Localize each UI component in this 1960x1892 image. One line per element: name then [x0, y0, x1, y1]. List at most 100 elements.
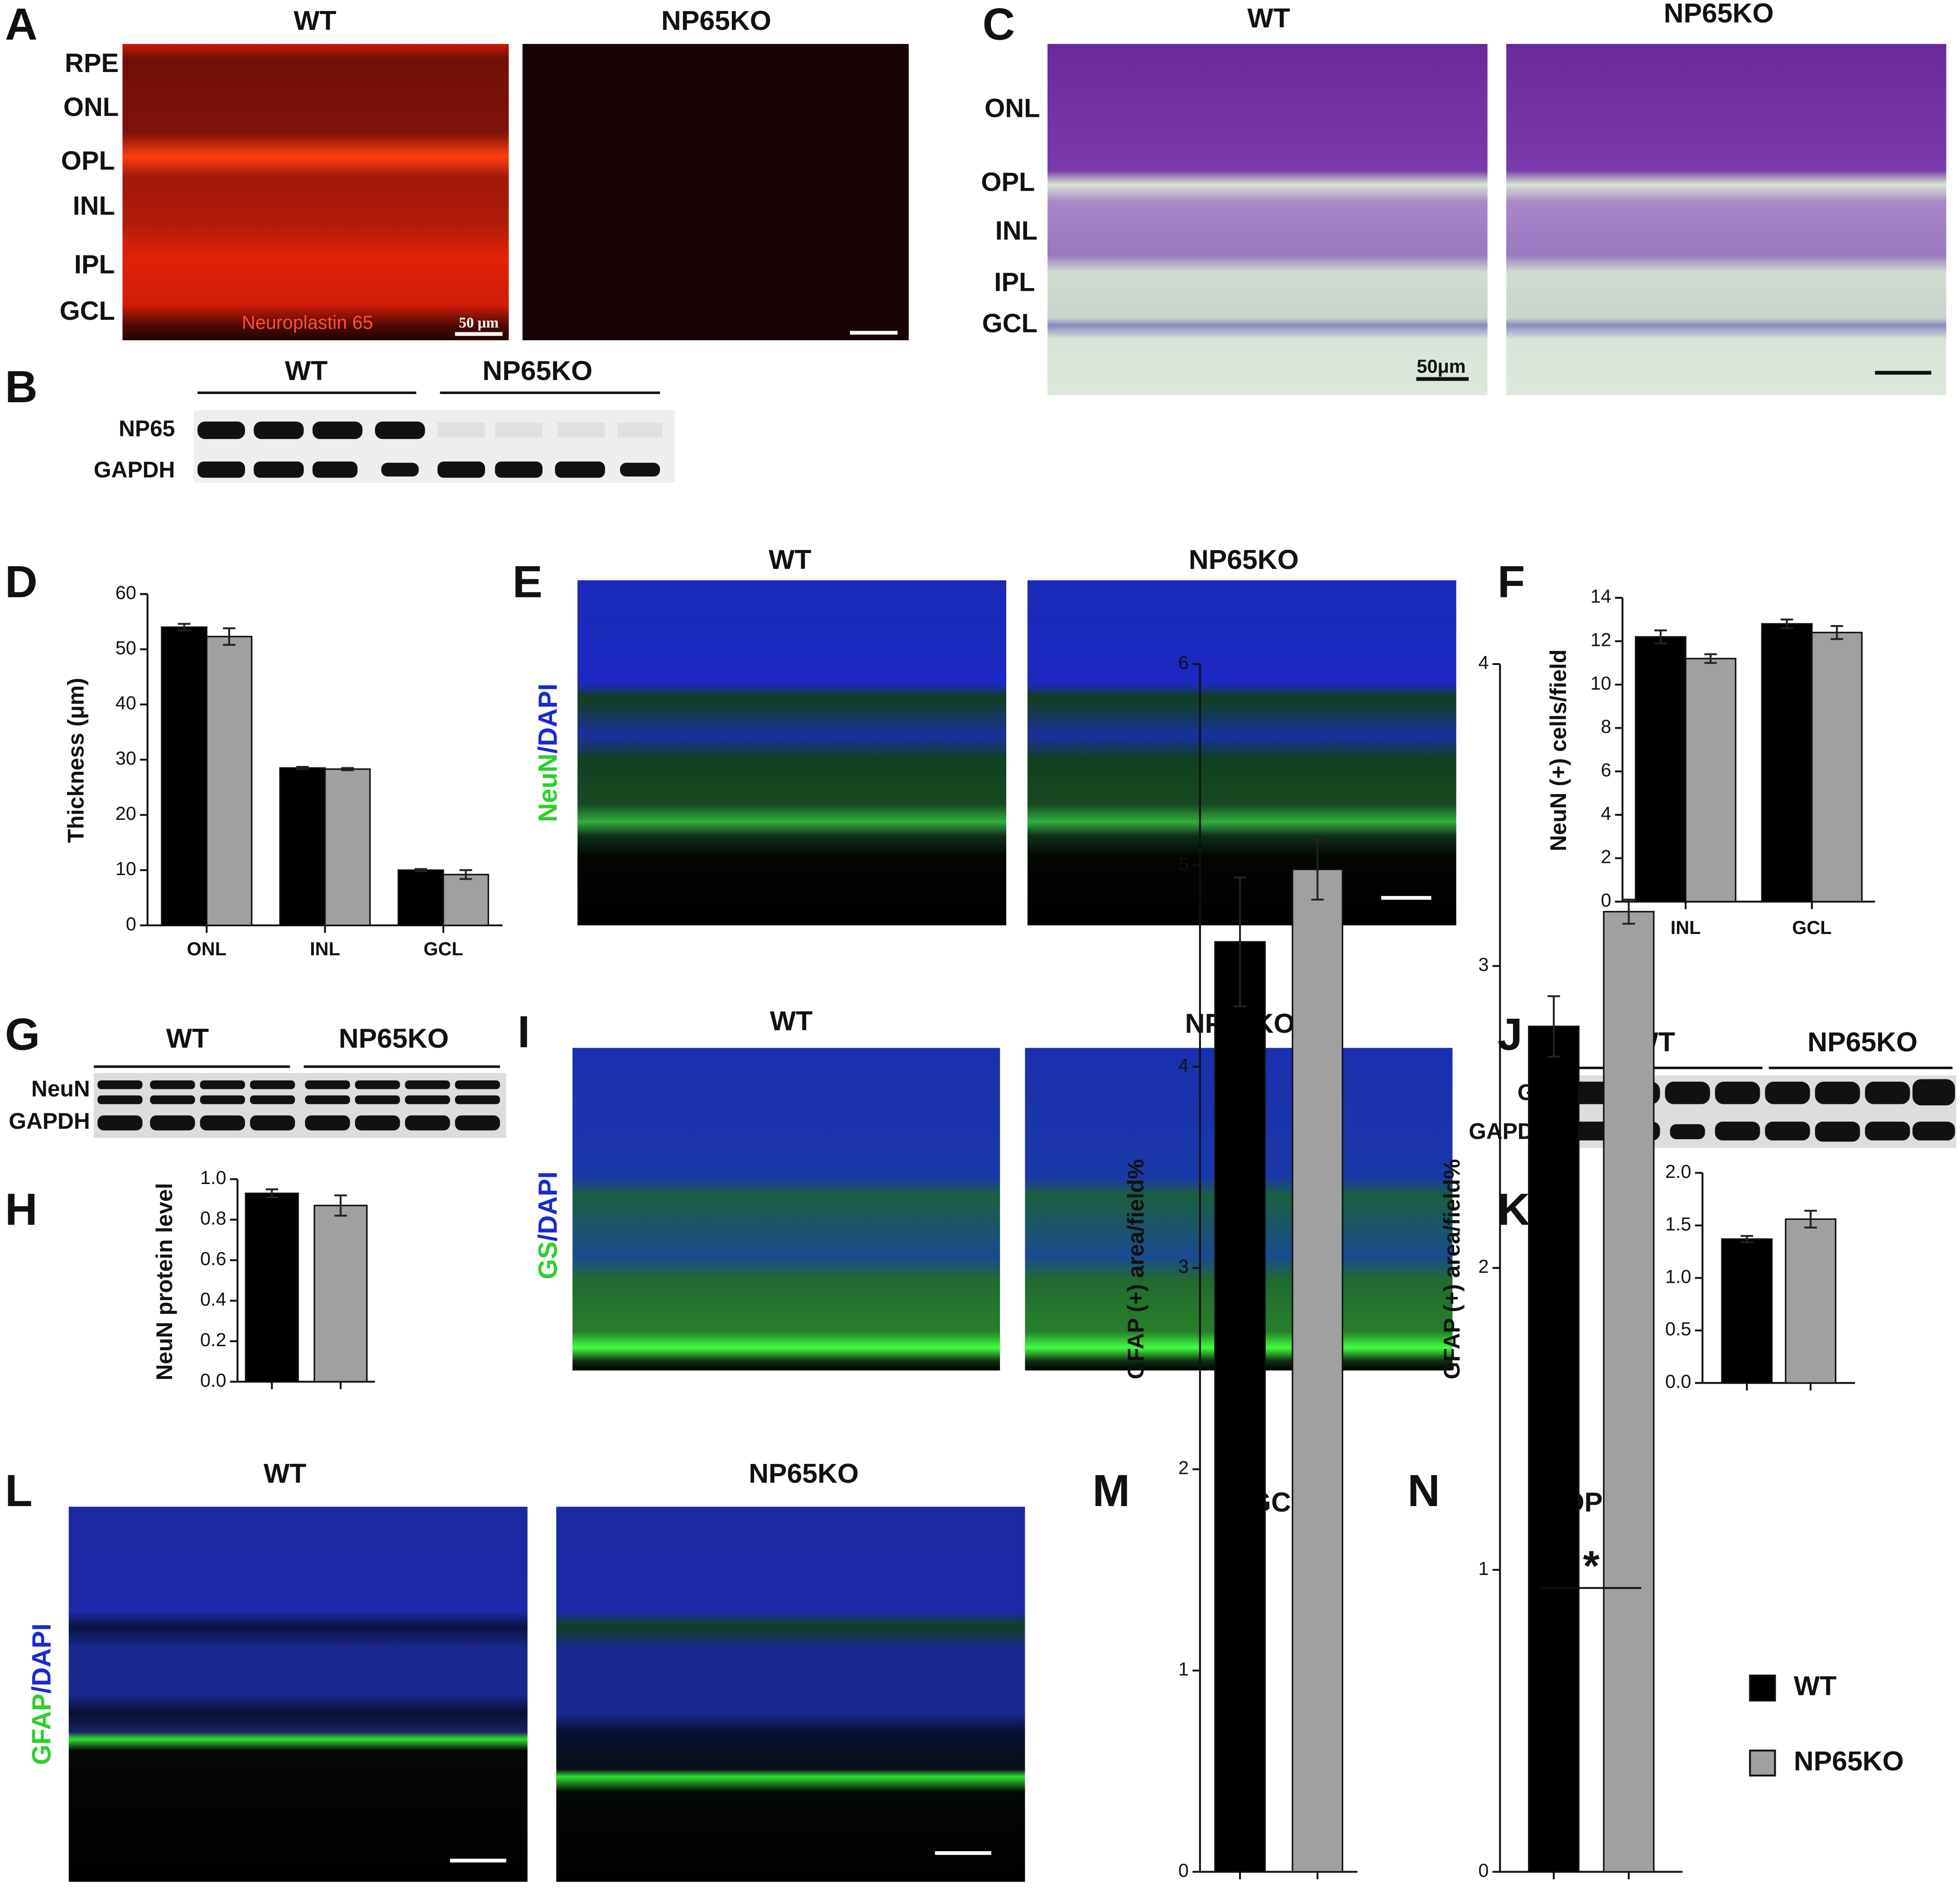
bar — [1528, 1025, 1580, 1873]
panel-letter: C — [983, 0, 1015, 49]
panel-c: WT NP65KO ONL OPL INL IPL GCL 50μm — [981, 0, 1946, 395]
group-label: WT — [1247, 3, 1290, 34]
error-bar — [1234, 876, 1246, 1007]
error-bar — [459, 869, 472, 880]
y-tick-label: 0.6 — [200, 1248, 226, 1269]
stain-part: GS — [534, 1242, 563, 1280]
layer-label: IPL — [994, 268, 1035, 297]
layer-label: OPL — [61, 147, 115, 176]
panel-letter: H — [5, 1184, 38, 1235]
layer-label: OPL — [981, 168, 1035, 197]
bar — [1214, 941, 1266, 1873]
panel-e: WT NP65KO NeuN/DAPI — [534, 544, 1456, 925]
error-bar — [1780, 618, 1793, 629]
y-tick-label: 0.4 — [200, 1289, 226, 1310]
y-axis-label: Thickness (μm) — [63, 678, 88, 842]
y-tick-label: 2 — [1478, 1256, 1489, 1277]
y-tick-label: 0.0 — [1665, 1371, 1691, 1392]
y-tick-label: 4 — [1178, 1055, 1189, 1076]
y-axis-label: GFAP (+) area/field% — [1439, 1159, 1465, 1379]
y-tick-label: 1 — [1178, 1659, 1189, 1680]
y-tick-label: 12 — [1590, 630, 1611, 650]
panel-letter: D — [5, 557, 38, 607]
layer-label: INL — [73, 192, 115, 221]
group-label: WT — [166, 1023, 209, 1054]
bar — [1635, 636, 1686, 903]
error-bar — [1654, 629, 1667, 645]
bar-chart: 0.0 0.2 0.4 0.6 0.8 1.0 NeuN protein level — [152, 1167, 375, 1391]
bar — [397, 869, 444, 926]
y-axis-label: NeuN (+) cells/field — [1546, 650, 1571, 852]
y-tick-label: 0.8 — [200, 1208, 226, 1229]
panel-letter: G — [5, 1010, 40, 1060]
group-label: NP65KO — [1189, 544, 1299, 575]
error-bar — [178, 623, 191, 632]
stain-part: GFAP — [28, 1694, 57, 1765]
y-tick-label: 6 — [1178, 652, 1189, 673]
faint-bands — [437, 423, 663, 438]
blot-bands — [197, 421, 660, 478]
blot-row-label: NP65 — [119, 416, 175, 441]
significance-label: * — [1583, 1542, 1600, 1589]
group-label: WT — [285, 355, 327, 386]
y-tick-label: 30 — [115, 748, 136, 769]
y-axis-label: GFAP (+) area/field% — [1123, 1159, 1148, 1379]
panel-letter: N — [1408, 1466, 1440, 1516]
bar — [1761, 623, 1813, 903]
stain-part: /DAPI — [534, 684, 563, 754]
y-tick-label: 40 — [115, 693, 136, 713]
micrograph — [572, 1048, 1000, 1371]
y-tick-label: 1 — [1478, 1558, 1489, 1579]
panel-letter: F — [1498, 557, 1525, 607]
scale-bar-label: 50 μm — [459, 314, 499, 331]
layer-label: RPE — [65, 49, 119, 78]
error-bar — [265, 1188, 279, 1199]
stain-label: GFAP/DAPI — [28, 1623, 57, 1765]
panel-letters: A B C D E F G H I J K L M N — [5, 0, 1530, 1516]
error-bar — [1740, 1235, 1753, 1243]
panel-letter: A — [5, 0, 38, 49]
bar-chart: 0.00.51.01.52.0GS protein level — [1623, 1161, 1855, 1392]
y-tick-label: 4 — [1601, 803, 1611, 824]
bar — [313, 1204, 368, 1383]
y-tick-label: 4 — [1478, 652, 1489, 673]
bar — [1685, 658, 1737, 903]
layer-label: IPL — [74, 250, 115, 279]
panel-letter: J — [1498, 1010, 1523, 1060]
x-tick-label: INL — [1671, 917, 1701, 938]
micrograph — [1506, 44, 1946, 395]
y-tick-label: 2 — [1178, 1458, 1189, 1478]
y-tick-label: 1.0 — [1665, 1266, 1691, 1287]
y-tick-label: 50 — [115, 637, 136, 658]
scale-bar-label: 50μm — [1417, 356, 1465, 377]
panel-letter: I — [518, 1007, 530, 1057]
stain-label: Neuroplastin 65 — [242, 312, 373, 333]
y-tick-label: 3 — [1178, 1256, 1189, 1277]
group-label: NP65KO — [482, 355, 592, 386]
group-label: WT — [769, 544, 811, 575]
bar-chart: 0 10 20 30 40 50 60 Thickness (μm) ONL INL GCL — [63, 582, 503, 959]
blot-row-label: GAPDH — [94, 457, 175, 482]
y-tick-label: 5 — [1178, 853, 1189, 874]
group-label: WT — [770, 1005, 812, 1036]
stain-part: NeuN — [534, 754, 563, 822]
y-tick-label: 2 — [1601, 847, 1611, 867]
micrograph — [522, 44, 909, 341]
bar — [279, 767, 326, 926]
group-label: NP65KO — [339, 1023, 449, 1054]
error-bar — [414, 868, 428, 872]
error-bar — [1622, 898, 1635, 925]
legend-label: WT — [1794, 1671, 1836, 1701]
y-tick-label: 0 — [126, 914, 136, 934]
micrograph — [68, 1507, 528, 1882]
error-bar — [341, 767, 354, 771]
y-tick-label: 6 — [1601, 760, 1611, 780]
legend-swatch — [1749, 1749, 1776, 1776]
panel-b: WT NP65KO NP65 GAPDH — [94, 355, 675, 483]
bar-chart: 0 2 4 6 8 10 12 14 NeuN (+) cells/field INL GCL — [1546, 586, 1875, 938]
error-bar — [1704, 653, 1717, 664]
y-tick-label: 0 — [1478, 1860, 1489, 1881]
y-tick-label: 0 — [1601, 890, 1611, 910]
bar — [324, 768, 371, 926]
